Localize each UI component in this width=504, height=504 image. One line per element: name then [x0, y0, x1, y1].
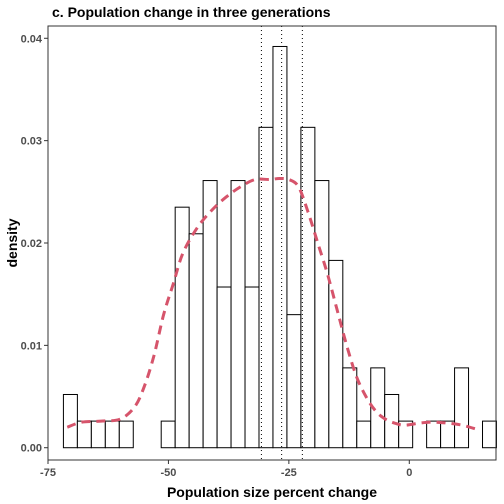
y-axis: 0.00 0.01 0.02 0.03 0.04: [21, 33, 48, 455]
histogram-bar: [188, 233, 204, 449]
y-tick-label: 0.04: [21, 33, 43, 45]
y-tick-label: 0.03: [21, 136, 42, 148]
chart-title: c. Population change in three generation…: [52, 4, 331, 20]
histogram-bar: [244, 286, 260, 449]
histogram-bar: [314, 180, 330, 449]
histogram-bar: [384, 393, 400, 449]
x-tick-label: -25: [281, 467, 297, 479]
reference-lines: [260, 26, 303, 460]
histogram-bar: [216, 286, 232, 449]
histogram-bar: [286, 314, 302, 449]
y-axis-title: density: [4, 218, 20, 267]
histogram-bars: [62, 45, 497, 449]
histogram-bar: [426, 420, 442, 449]
histogram-bar: [230, 180, 246, 449]
x-tick-label: 0: [406, 467, 412, 479]
histogram-bar: [258, 126, 274, 449]
histogram-bar: [90, 420, 106, 449]
x-tick-label: -75: [40, 467, 56, 479]
histogram-bar: [202, 180, 218, 449]
histogram-bar: [62, 393, 78, 449]
histogram-bar: [398, 420, 414, 449]
histogram-bar: [342, 367, 358, 449]
histogram-bar: [454, 367, 470, 449]
density-curve: [66, 176, 478, 431]
x-tick-label: -50: [160, 467, 176, 479]
histogram-bar: [76, 420, 92, 449]
y-tick-label: 0.02: [21, 238, 42, 250]
plot-panel-border: [47, 25, 497, 461]
y-tick-label: 0.00: [21, 443, 42, 455]
histogram-bar: [300, 126, 316, 449]
x-axis-title: Population size percent change: [167, 484, 377, 500]
histogram-bar: [482, 420, 497, 449]
histogram-bar: [328, 259, 344, 449]
histogram-bar: [104, 420, 120, 449]
y-tick-label: 0.01: [21, 340, 42, 352]
histogram-bar: [272, 45, 288, 449]
histogram-bar: [118, 420, 134, 449]
histogram-bar: [356, 420, 372, 449]
histogram-bar: [160, 420, 176, 449]
x-axis: -75 -50 -25 0: [40, 460, 412, 479]
